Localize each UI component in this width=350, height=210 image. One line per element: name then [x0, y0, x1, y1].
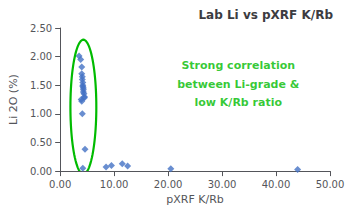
svg-text:40.00: 40.00: [262, 179, 291, 190]
svg-text:1.00: 1.00: [30, 108, 52, 119]
svg-text:Li 2O (%): Li 2O (%): [7, 74, 20, 125]
svg-text:2.00: 2.00: [30, 51, 52, 62]
svg-text:50.00: 50.00: [316, 179, 345, 190]
svg-text:Lab Li vs pXRF K/Rb: Lab Li vs pXRF K/Rb: [198, 8, 333, 22]
svg-text:low K/Rb ratio: low K/Rb ratio: [195, 96, 283, 109]
svg-text:0.00: 0.00: [49, 179, 71, 190]
svg-text:0.50: 0.50: [30, 137, 52, 148]
svg-text:between Li-grade &: between Li-grade &: [177, 78, 300, 91]
svg-text:30.00: 30.00: [208, 179, 237, 190]
svg-text:10.00: 10.00: [100, 179, 129, 190]
svg-text:2.50: 2.50: [30, 23, 52, 34]
svg-text:20.00: 20.00: [154, 179, 183, 190]
svg-text:1.50: 1.50: [30, 80, 52, 91]
svg-text:Strong correlation: Strong correlation: [181, 59, 295, 72]
svg-text:pXRF K/Rb: pXRF K/Rb: [166, 193, 224, 206]
svg-text:0.00: 0.00: [30, 166, 52, 177]
